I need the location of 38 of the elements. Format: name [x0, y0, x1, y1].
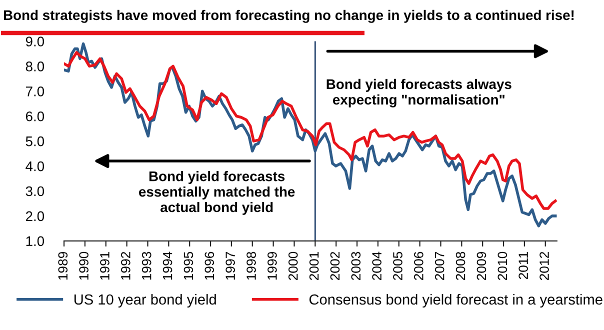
- x-tick-label: 2006: [414, 252, 424, 280]
- x-tick-label: 1993: [142, 252, 152, 280]
- x-tick-label: 2011: [518, 252, 528, 280]
- x-tick-label: 2002: [330, 252, 340, 280]
- y-tick-label: 9.0: [26, 36, 44, 46]
- x-tick-label: 1997: [226, 252, 235, 280]
- legend-label: Consensus bond yield forecast in a yearstime: [309, 294, 602, 308]
- y-tick-label: 1.0: [26, 236, 44, 246]
- y-tick-label: 7.0: [26, 86, 44, 96]
- y-tick-label: 6.0: [26, 111, 44, 122]
- legend-label: US 10 year bond yield: [74, 294, 216, 308]
- x-tick-label: 2004: [372, 252, 382, 280]
- x-tick-label: 1992: [121, 252, 130, 280]
- chart-title: Bond strategists have moved from forecasting no change in yields to a continued rise!: [4, 10, 574, 23]
- x-tick-label: 2010: [498, 252, 508, 280]
- x-tick-label: 1989: [58, 252, 68, 280]
- x-tick-label: 1990: [79, 252, 88, 280]
- x-tick-label: 2009: [476, 252, 486, 280]
- annotation: Bond yield forecasts always expecting "normalisation": [326, 78, 512, 108]
- x-tick-label: 1999: [268, 252, 277, 280]
- annotation: Bond yield forecasts essentially matched the actual bond yield: [139, 171, 295, 215]
- x-tick-label: 2000: [288, 252, 298, 280]
- y-tick-label: 4.0: [26, 161, 44, 172]
- x-tick-label: 1991: [100, 252, 110, 280]
- x-tick-label: 2003: [351, 252, 361, 280]
- x-tick-label: 1996: [204, 252, 214, 280]
- x-tick-label: 1998: [246, 252, 256, 280]
- x-tick-label: 2012: [540, 252, 549, 280]
- y-tick-label: 3.0: [26, 186, 44, 196]
- x-tick-label: 1995: [184, 252, 194, 280]
- y-tick-label: 5.0: [26, 136, 44, 146]
- x-tick-label: 2001: [309, 252, 319, 280]
- y-tick-label: 2.0: [26, 211, 44, 222]
- x-tick-label: 2005: [393, 252, 402, 280]
- x-tick-label: 2008: [456, 252, 466, 280]
- x-tick-label: 2007: [434, 252, 444, 280]
- y-tick-label: 8.0: [26, 62, 44, 72]
- x-tick-label: 1994: [162, 252, 172, 280]
